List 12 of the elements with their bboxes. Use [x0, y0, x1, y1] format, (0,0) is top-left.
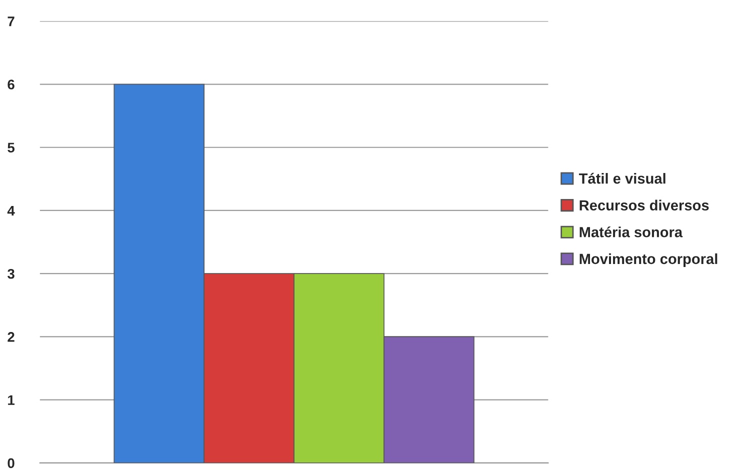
y-tick-label: 7	[8, 16, 14, 26]
y-tick-label: 6	[8, 80, 14, 90]
legend-label: Movimento corporal	[580, 253, 718, 267]
y-tick-label: 2	[8, 332, 14, 342]
y-tick-label: 4	[7, 206, 15, 216]
legend-label: Matéria sonora	[580, 226, 683, 238]
y-tick-label: 1	[8, 395, 15, 405]
y-tick-label: 0	[8, 458, 14, 468]
legend-label: Tátil e visual	[578, 172, 666, 184]
y-tick-label: 3	[8, 268, 14, 279]
legend-label: Recursos diversos	[580, 200, 709, 211]
y-tick-label: 5	[8, 142, 15, 153]
